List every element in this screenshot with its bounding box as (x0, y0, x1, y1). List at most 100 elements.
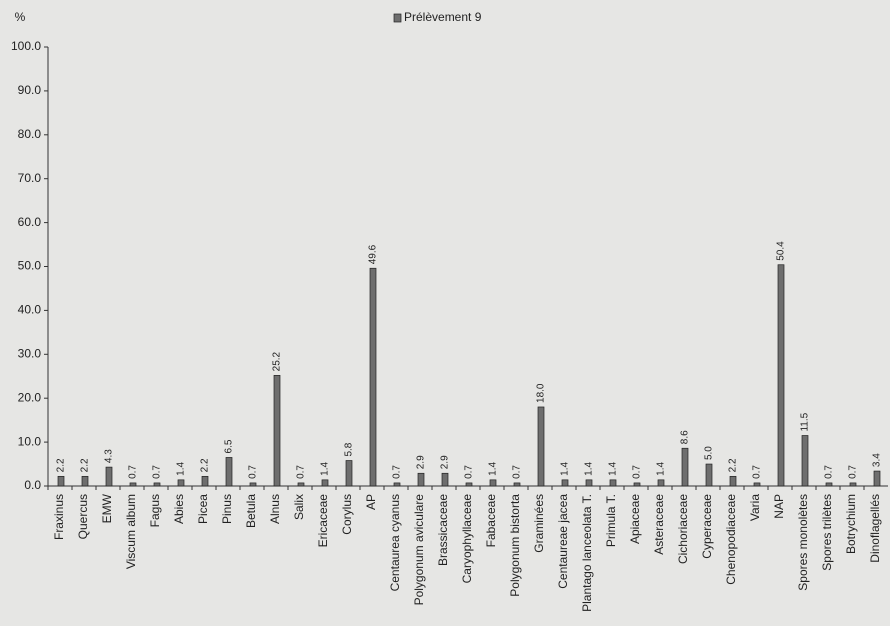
x-tick-label: NAP (772, 494, 786, 519)
x-tick-label: Alnus (268, 494, 282, 524)
x-tick-label: Graminées (532, 494, 546, 553)
bar (801, 435, 809, 487)
x-tick-label: Corylus (340, 494, 354, 535)
bar (273, 375, 281, 487)
value-label: 0.7 (152, 465, 163, 479)
x-tick-label: Polygonum bistorta (508, 494, 522, 597)
value-label: 11.5 (800, 412, 811, 431)
bar (489, 479, 497, 487)
x-tick-label: Asteraceae (652, 494, 666, 555)
value-label: 1.4 (608, 462, 619, 476)
value-label: 1.4 (320, 462, 331, 476)
value-label: 18.0 (536, 383, 547, 403)
bar (345, 460, 353, 487)
value-label: 0.7 (392, 465, 403, 479)
bar (177, 479, 185, 487)
bar (129, 482, 137, 487)
bar (297, 482, 305, 487)
x-tick-label: Plantago lanceolata T. (580, 494, 594, 612)
value-label: 6.5 (224, 439, 235, 453)
value-label: 0.7 (248, 465, 259, 479)
x-tick-label: Fraxinus (52, 494, 66, 540)
value-label: 49.6 (368, 244, 379, 264)
x-tick-label: Primula T. (604, 494, 618, 547)
x-tick-label: Chenopodiaceae (724, 494, 738, 585)
bar (369, 267, 377, 487)
value-label: 5.0 (704, 446, 715, 460)
bar (633, 482, 641, 487)
x-tick-label: Varia (748, 494, 762, 521)
value-label: 2.2 (80, 458, 91, 472)
bar (705, 463, 713, 487)
x-tick-label: Spores monolètes (796, 494, 810, 591)
x-tick-label: Pinus (220, 494, 234, 524)
value-label: 0.7 (296, 465, 307, 479)
value-label: 1.4 (488, 462, 499, 476)
y-tick-label: 60.0 (18, 215, 42, 229)
x-tick-label: Apiaceae (628, 494, 642, 544)
legend-label: Prélèvement 9 (404, 10, 482, 24)
x-tick-label: Centaurea cyanus (388, 494, 402, 591)
bar (777, 264, 785, 487)
x-tick-label: Picea (196, 494, 210, 524)
y-tick-label: 40.0 (18, 303, 42, 317)
bar (681, 447, 689, 487)
bar (729, 475, 737, 487)
value-label: 0.7 (128, 465, 139, 479)
bar (441, 472, 449, 487)
bar (105, 466, 113, 487)
y-tick-label: 10.0 (18, 434, 42, 448)
bar (249, 482, 257, 487)
value-label: 0.7 (512, 465, 523, 479)
value-label: 0.7 (752, 465, 763, 479)
value-label: 2.2 (728, 458, 739, 472)
y-tick-label: 30.0 (18, 346, 42, 360)
y-tick-label: 20.0 (18, 390, 42, 404)
x-tick-label: Viscum album (124, 494, 138, 569)
y-tick-label: 100.0 (11, 39, 41, 53)
bar (825, 482, 833, 487)
bar (225, 457, 233, 487)
x-tick-label: Fabaceae (484, 494, 498, 548)
value-label: 2.9 (416, 455, 427, 469)
bar (513, 482, 521, 487)
value-label: 1.4 (176, 462, 187, 476)
value-label: 4.3 (104, 449, 115, 463)
bar (57, 475, 65, 487)
x-tick-label: Salix (292, 494, 306, 520)
x-tick-label: Cyperaceae (700, 494, 714, 559)
value-label: 2.2 (200, 458, 211, 472)
y-tick-label: 90.0 (18, 83, 42, 97)
value-label: 0.7 (848, 465, 859, 479)
x-tick-label: Botrychium (844, 494, 858, 554)
x-tick-label: Polygonum aviculare (412, 494, 426, 606)
value-label: 2.9 (440, 455, 451, 469)
bar (753, 482, 761, 487)
value-label: 2.2 (56, 458, 67, 472)
bar (585, 479, 593, 487)
value-label: 3.4 (872, 453, 883, 467)
bar (561, 479, 569, 487)
value-label: 50.4 (776, 241, 787, 261)
value-label: 1.4 (584, 462, 595, 476)
bar (849, 482, 857, 487)
x-tick-label: Spores trilètes (820, 494, 834, 571)
value-label: 0.7 (632, 465, 643, 479)
x-tick-label: Cichoriaceae (676, 494, 690, 564)
value-label: 25.2 (272, 351, 283, 371)
bar (201, 475, 209, 487)
x-tick-label: Centaureae jacea (556, 494, 570, 589)
legend-swatch (393, 13, 402, 23)
bar (609, 479, 617, 487)
y-tick-label: 50.0 (18, 259, 42, 273)
value-label: 5.8 (344, 442, 355, 456)
x-tick-label: Betula (244, 494, 258, 528)
x-tick-label: Abies (172, 494, 186, 524)
y-tick-label: 80.0 (18, 127, 42, 141)
value-label: 1.4 (560, 462, 571, 476)
bar (657, 479, 665, 487)
x-tick-label: Dinoflagellés (868, 494, 882, 563)
x-tick-label: Quercus (76, 494, 90, 539)
